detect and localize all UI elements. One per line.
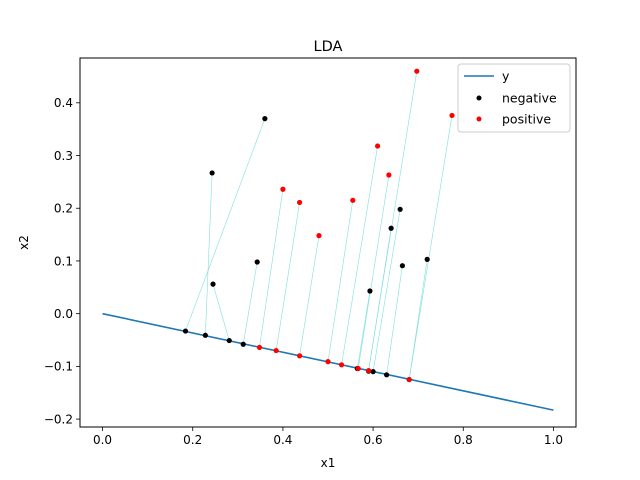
y-tick-label-5: 0.3 [54,149,73,163]
legend-label-negative: negative [502,91,557,106]
projected-point-positive-2 [296,353,303,359]
projection-link-positive-4 [341,145,378,365]
projection-link-positive-0 [259,189,284,348]
legend-marker-negative [476,95,482,101]
projected-point-positive-5 [355,365,361,372]
projection-link-positive-1 [275,202,300,351]
data-point-negative-8 [424,256,430,262]
legend-box [457,63,571,133]
data-point-negative-5 [388,225,394,231]
data-point-negative-0 [209,170,215,176]
legend: y negative positive [457,63,571,133]
projected-point-positive-3 [325,359,331,365]
x-tick-label-0: 0.0 [93,433,112,447]
data-points [209,68,455,294]
data-point-negative-6 [397,206,403,212]
projection-link-positive-6 [368,71,418,371]
projection-link-positive-7 [408,115,453,380]
projection-link-negative-4 [357,290,371,369]
projected-point-negative-1 [182,328,189,334]
y-tick-label-4: 0.2 [54,202,73,216]
projection-link-positive-5 [357,174,390,369]
data-point-negative-2 [210,281,216,287]
projection-link-negative-6 [372,209,401,372]
x-tick-label-5: 1.0 [544,433,563,447]
data-point-positive-7 [449,112,455,119]
projection-links [185,71,453,380]
data-point-positive-3 [350,197,356,203]
legend-label-positive: positive [502,112,551,127]
projection-link-negative-7 [386,265,403,375]
projected-point-negative-3 [240,341,246,347]
projected-points [182,328,412,383]
projected-point-negative-6 [370,369,376,375]
projection-link-negative-2 [212,284,230,341]
x-tick-label-2: 0.4 [273,433,292,447]
y-tick-label-6: 0.4 [54,96,73,110]
data-point-negative-4 [367,288,373,294]
y-tick-label-2: 0.0 [54,307,73,321]
data-point-positive-5 [386,172,392,178]
legend-label-y: y [502,69,510,84]
x-tick-label-3: 0.6 [364,433,383,447]
projected-point-positive-1 [273,347,279,354]
projected-point-positive-6 [365,367,372,374]
projection-link-negative-1 [185,118,266,332]
plot-frame [79,57,577,428]
y-tick-label-3: 0.1 [54,254,73,268]
y-axis-label: x2 [17,235,31,250]
projection-link-negative-3 [242,261,258,345]
projected-point-positive-4 [338,362,345,368]
data-point-negative-3 [254,259,260,265]
x-tick-label-4: 0.8 [454,433,473,447]
data-point-positive-4 [375,143,381,149]
projected-point-positive-7 [406,376,412,383]
y-tick-label-1: −0.1 [44,360,73,374]
projected-point-negative-7 [384,372,390,378]
data-point-negative-7 [399,263,405,269]
projection-link-positive-3 [327,200,354,362]
projection-link-negative-0 [205,172,213,336]
data-point-positive-2 [316,233,322,239]
projection-link-positive-2 [299,235,320,356]
chart-title: LDA [314,39,343,55]
x-axis: 0.0 0.2 0.4 0.6 0.8 1.0 [93,427,563,447]
y-axis: −0.2 −0.1 0.0 0.1 0.2 0.3 0.4 [44,96,80,426]
projected-point-negative-0 [202,332,208,338]
x-tick-label-1: 0.2 [183,433,202,447]
data-point-positive-1 [296,199,303,206]
data-point-positive-6 [414,68,420,74]
projected-point-positive-0 [256,344,263,351]
y-tick-label-0: −0.2 [44,412,73,426]
data-point-negative-1 [262,116,268,122]
projected-point-negative-2 [226,337,232,344]
data-point-positive-0 [280,186,286,192]
legend-marker-positive [476,116,482,122]
x-axis-label: x1 [321,456,336,470]
